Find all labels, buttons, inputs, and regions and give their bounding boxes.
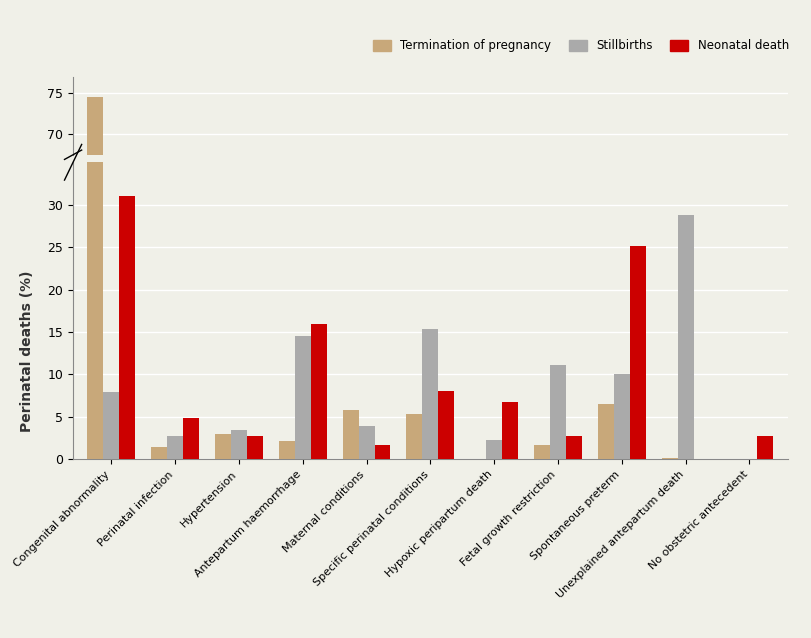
Bar xyxy=(183,418,199,459)
Bar xyxy=(613,375,629,459)
Bar xyxy=(629,504,645,638)
Bar xyxy=(406,414,422,459)
Bar xyxy=(294,591,311,638)
Bar xyxy=(374,445,390,459)
Bar xyxy=(549,619,565,638)
Bar xyxy=(88,0,103,459)
Bar xyxy=(247,436,263,459)
Bar xyxy=(438,392,453,459)
Bar xyxy=(358,426,374,459)
Bar xyxy=(676,215,693,459)
Bar xyxy=(215,434,230,459)
Bar xyxy=(342,410,358,459)
Bar xyxy=(422,584,438,638)
Bar xyxy=(230,429,247,459)
Bar xyxy=(486,440,501,459)
Bar xyxy=(676,473,693,638)
Bar xyxy=(549,365,565,459)
Legend: Termination of pregnancy, Stillbirths, Neonatal death: Termination of pregnancy, Stillbirths, N… xyxy=(373,40,788,52)
Bar xyxy=(88,97,103,638)
Bar xyxy=(661,457,676,459)
Bar xyxy=(167,436,183,459)
Bar xyxy=(613,628,629,638)
Bar xyxy=(311,579,326,638)
Bar xyxy=(757,436,772,459)
Bar xyxy=(534,445,549,459)
Bar xyxy=(151,447,167,459)
Bar xyxy=(278,441,294,459)
Bar xyxy=(565,436,581,459)
Bar xyxy=(629,246,645,459)
Bar xyxy=(119,455,135,638)
Bar xyxy=(597,404,613,459)
Bar xyxy=(501,403,517,459)
Bar xyxy=(103,392,119,459)
Bar xyxy=(422,329,438,459)
Text: Perinatal deaths (%): Perinatal deaths (%) xyxy=(20,270,34,432)
Bar xyxy=(119,197,135,459)
Bar xyxy=(311,323,326,459)
Bar xyxy=(294,336,311,459)
